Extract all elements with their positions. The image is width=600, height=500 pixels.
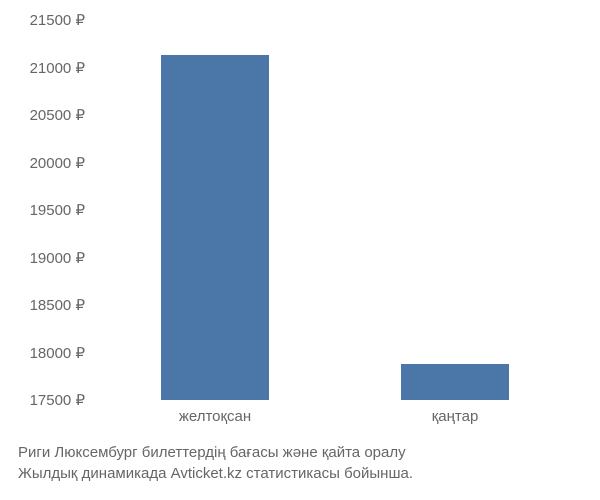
bar	[161, 55, 269, 400]
y-tick-label: 20500 ₽	[30, 106, 85, 124]
y-tick-label: 21500 ₽	[30, 11, 85, 29]
x-tick-label: қаңтар	[432, 408, 479, 425]
y-tick-label: 17500 ₽	[30, 391, 85, 409]
caption-line-2: Жылдық динамикада Avticket.kz статистика…	[18, 463, 413, 484]
y-tick-label: 19000 ₽	[30, 249, 85, 267]
caption-line-1: Риги Люксембург билеттердің бағасы және …	[18, 442, 413, 463]
x-tick-label: желтоқсан	[179, 408, 251, 425]
y-tick-label: 21000 ₽	[30, 59, 85, 77]
price-chart: 17500 ₽ 18000 ₽ 18500 ₽ 19000 ₽ 19500 ₽ 20000…	[0, 0, 600, 500]
plot-area	[95, 20, 575, 400]
y-tick-label: 19500 ₽	[30, 201, 85, 219]
chart-caption: Риги Люксембург билеттердің бағасы және …	[18, 442, 413, 484]
y-tick-label: 20000 ₽	[30, 154, 85, 172]
y-tick-label: 18500 ₽	[30, 296, 85, 314]
y-axis: 17500 ₽18000 ₽18500 ₽19000 ₽19500 ₽20000…	[0, 20, 90, 400]
bar	[401, 364, 509, 400]
x-axis: желтоқсан қаңтар	[95, 405, 575, 435]
y-tick-label: 18000 ₽	[30, 344, 85, 362]
